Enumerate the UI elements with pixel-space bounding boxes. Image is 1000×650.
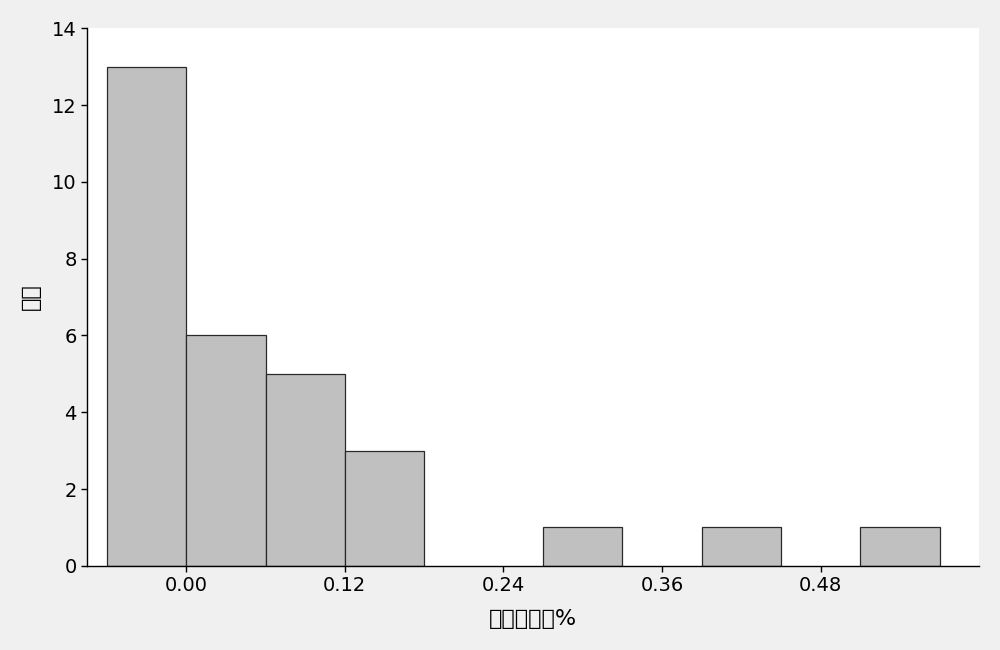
Bar	[702, 527, 781, 566]
X-axis label: 重量百分比%: 重量百分比%	[489, 609, 577, 629]
Y-axis label: 频率: 频率	[21, 283, 41, 311]
Bar	[860, 527, 940, 566]
Bar	[107, 67, 186, 566]
Bar	[543, 527, 622, 566]
Bar	[345, 450, 424, 566]
Bar	[266, 374, 345, 566]
Bar	[186, 335, 266, 566]
